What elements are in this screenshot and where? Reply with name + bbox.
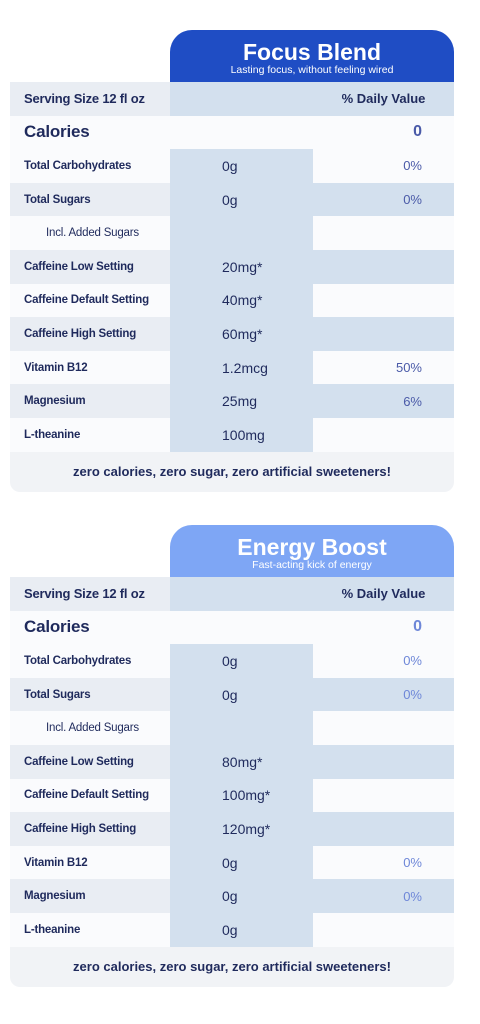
serving-size-label: Serving Size 12 fl oz — [10, 82, 170, 116]
nutrient-daily-value — [313, 912, 454, 947]
nutrient-row: Caffeine High Setting 120mg* — [10, 812, 454, 846]
nutrient-name: Vitamin B12 — [10, 350, 170, 385]
nutrient-row: Magnesium 25mg 6% — [10, 384, 454, 418]
nutrient-daily-value: 0% — [313, 644, 454, 678]
serving-row: Serving Size 12 fl oz % Daily Value — [10, 82, 454, 116]
nutrient-name: Total Sugars — [10, 182, 170, 217]
nutrient-name: Total Sugars — [10, 677, 170, 712]
nutrient-name: Caffeine High Setting — [10, 317, 170, 351]
nutrient-name: Caffeine Low Setting — [10, 744, 170, 779]
serving-size-label: Serving Size 12 fl oz — [10, 577, 170, 611]
card-footer: zero calories, zero sugar, zero artifici… — [10, 451, 454, 492]
nutrient-amount: 25mg — [170, 384, 313, 418]
nutrient-row: Caffeine Low Setting 20mg* — [10, 249, 454, 284]
nutrient-name: Magnesium — [10, 879, 170, 913]
nutrient-daily-value — [313, 711, 454, 745]
nutrient-row: Total Carbohydrates 0g 0% — [10, 149, 454, 183]
nutrition-table: Serving Size 12 fl oz % Daily Value Calo… — [10, 577, 454, 987]
nutrient-row: Caffeine Default Setting 100mg* — [10, 778, 454, 813]
nutrient-name: Vitamin B12 — [10, 845, 170, 880]
nutrient-daily-value — [313, 778, 454, 813]
nutrient-daily-value — [313, 216, 454, 250]
nutrient-row: Incl. Added Sugars — [10, 216, 454, 250]
nutrient-row: Vitamin B12 1.2mcg 50% — [10, 350, 454, 385]
nutrient-row: Total Carbohydrates 0g 0% — [10, 644, 454, 678]
nutrient-name: L-theanine — [10, 417, 170, 452]
nutrient-amount: 1.2mcg — [170, 350, 313, 385]
nutrient-amount: 0g — [170, 149, 313, 183]
nutrient-row: Caffeine High Setting 60mg* — [10, 317, 454, 351]
nutrient-amount: 0g — [170, 845, 313, 880]
nutrient-amount: 120mg* — [170, 812, 313, 846]
daily-value-header: % Daily Value — [313, 577, 454, 611]
nutrient-amount: 0g — [170, 182, 313, 217]
card-footer: zero calories, zero sugar, zero artifici… — [10, 946, 454, 987]
nutrient-row: Magnesium 0g 0% — [10, 879, 454, 913]
nutrient-amount: 60mg* — [170, 317, 313, 351]
nutrient-amount — [170, 216, 313, 250]
card-header: Focus Blend Lasting focus, without feeli… — [170, 30, 454, 82]
nutrient-amount: 80mg* — [170, 744, 313, 779]
nutrient-row: Total Sugars 0g 0% — [10, 182, 454, 217]
nutrient-name: Caffeine High Setting — [10, 812, 170, 846]
nutrient-row: Total Sugars 0g 0% — [10, 677, 454, 712]
nutrient-daily-value — [313, 744, 454, 779]
nutrient-amount: 0g — [170, 677, 313, 712]
card-title: Focus Blend — [242, 39, 381, 65]
nutrient-amount: 100mg* — [170, 778, 313, 813]
nutrient-row: L-theanine 100mg — [10, 417, 454, 452]
nutrient-name: Caffeine Default Setting — [10, 283, 170, 318]
nutrient-daily-value — [313, 812, 454, 846]
calories-label: Calories — [10, 115, 170, 150]
nutrient-amount: 100mg — [170, 417, 313, 452]
calories-value: 0 — [313, 115, 454, 150]
card-header: Energy Boost Fast-acting kick of energy — [170, 525, 454, 577]
daily-value-header: % Daily Value — [313, 82, 454, 116]
nutrient-row: Incl. Added Sugars — [10, 711, 454, 745]
card-subtitle: Lasting focus, without feeling wired — [230, 64, 394, 76]
nutrient-row: Vitamin B12 0g 0% — [10, 845, 454, 880]
nutrient-daily-value — [313, 249, 454, 284]
nutrient-daily-value: 0% — [313, 149, 454, 183]
nutrient-amount: 40mg* — [170, 283, 313, 318]
nutrient-daily-value — [313, 317, 454, 351]
nutrient-name: Incl. Added Sugars — [10, 711, 170, 745]
nutrient-daily-value — [313, 283, 454, 318]
nutrient-row: Caffeine Low Setting 80mg* — [10, 744, 454, 779]
calories-label: Calories — [10, 610, 170, 645]
serving-row: Serving Size 12 fl oz % Daily Value — [10, 577, 454, 611]
nutrition-table: Serving Size 12 fl oz % Daily Value Calo… — [10, 82, 454, 492]
nutrient-amount — [170, 711, 313, 745]
calories-row: Calories 0 — [10, 610, 454, 645]
nutrient-amount: 0g — [170, 912, 313, 947]
nutrient-daily-value: 0% — [313, 879, 454, 913]
nutrient-name: Total Carbohydrates — [10, 149, 170, 183]
nutrient-name: Magnesium — [10, 384, 170, 418]
card-subtitle: Fast-acting kick of energy — [252, 559, 372, 571]
nutrient-daily-value: 50% — [313, 350, 454, 385]
nutrient-daily-value: 0% — [313, 182, 454, 217]
nutrient-name: Incl. Added Sugars — [10, 216, 170, 250]
calories-row: Calories 0 — [10, 115, 454, 150]
nutrient-daily-value: 6% — [313, 384, 454, 418]
nutrient-name: L-theanine — [10, 912, 170, 947]
nutrient-daily-value — [313, 417, 454, 452]
nutrient-name: Total Carbohydrates — [10, 644, 170, 678]
nutrient-amount: 0g — [170, 644, 313, 678]
nutrient-amount: 20mg* — [170, 249, 313, 284]
nutrient-daily-value: 0% — [313, 845, 454, 880]
nutrient-name: Caffeine Default Setting — [10, 778, 170, 813]
nutrient-daily-value: 0% — [313, 677, 454, 712]
nutrient-row: L-theanine 0g — [10, 912, 454, 947]
card-title: Energy Boost — [237, 534, 387, 560]
nutrient-row: Caffeine Default Setting 40mg* — [10, 283, 454, 318]
nutrient-name: Caffeine Low Setting — [10, 249, 170, 284]
nutrient-amount: 0g — [170, 879, 313, 913]
calories-value: 0 — [313, 610, 454, 645]
